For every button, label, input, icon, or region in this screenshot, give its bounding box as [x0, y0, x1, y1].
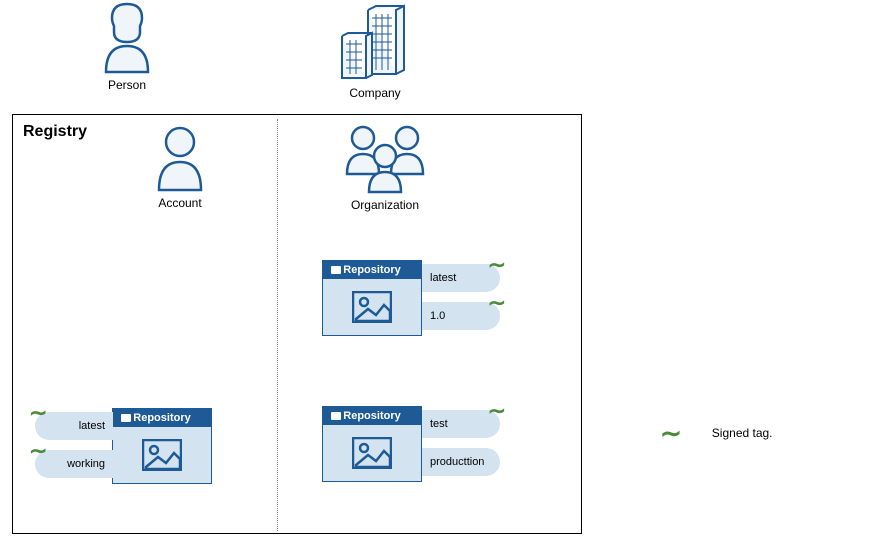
person-icon: [98, 2, 156, 74]
account-entity: Account: [150, 124, 210, 210]
repo-body: [323, 425, 421, 481]
company-entity: Company: [325, 0, 425, 100]
repo-header: Repository: [323, 407, 421, 425]
tag-production-right: producttion: [422, 448, 500, 476]
repo-header: Repository: [113, 409, 211, 427]
organization-icon: [337, 124, 433, 194]
tag-label: latest: [430, 272, 456, 284]
tag-working-left: working ∼: [35, 450, 113, 478]
signed-tilde-icon: ∼: [488, 400, 506, 422]
tag-latest-right: latest ∼: [422, 264, 500, 292]
tag-one-oh-right: 1.0 ∼: [422, 302, 500, 330]
signed-tilde-icon: ∼: [488, 254, 506, 276]
image-icon: [352, 437, 392, 469]
tag-label: working: [67, 458, 105, 470]
account-repo-card: Repository: [112, 408, 212, 484]
org-repo-bottom-card: Repository: [322, 406, 422, 482]
tag-label: 1.0: [430, 310, 445, 322]
signed-tilde-icon: ∼: [29, 440, 47, 462]
account-label: Account: [158, 196, 201, 210]
repo-body: [113, 427, 211, 483]
person-entity: Person: [92, 2, 162, 92]
legend: ∼ Signed tag.: [660, 420, 773, 446]
image-icon: [142, 439, 182, 471]
account-icon: [153, 124, 207, 192]
repo-body: [323, 279, 421, 335]
legend-label: Signed tag.: [712, 426, 773, 440]
tag-test-right: test ∼: [422, 410, 500, 438]
registry-divider: [277, 119, 278, 531]
company-icon: [330, 0, 420, 82]
tag-latest-left: latest ∼: [35, 412, 113, 440]
legend-tilde-icon: ∼: [660, 420, 682, 446]
signed-tilde-icon: ∼: [488, 292, 506, 314]
organization-entity: Organization: [335, 124, 435, 212]
image-icon: [352, 291, 392, 323]
person-label: Person: [108, 78, 146, 92]
tag-label: latest: [79, 420, 105, 432]
organization-label: Organization: [351, 198, 419, 212]
repo-header: Repository: [323, 261, 421, 279]
company-label: Company: [349, 86, 400, 100]
tag-label: test: [430, 418, 448, 430]
org-repo-top-card: Repository: [322, 260, 422, 336]
tag-label: producttion: [430, 456, 484, 468]
signed-tilde-icon: ∼: [29, 402, 47, 424]
registry-title: Registry: [23, 123, 87, 141]
